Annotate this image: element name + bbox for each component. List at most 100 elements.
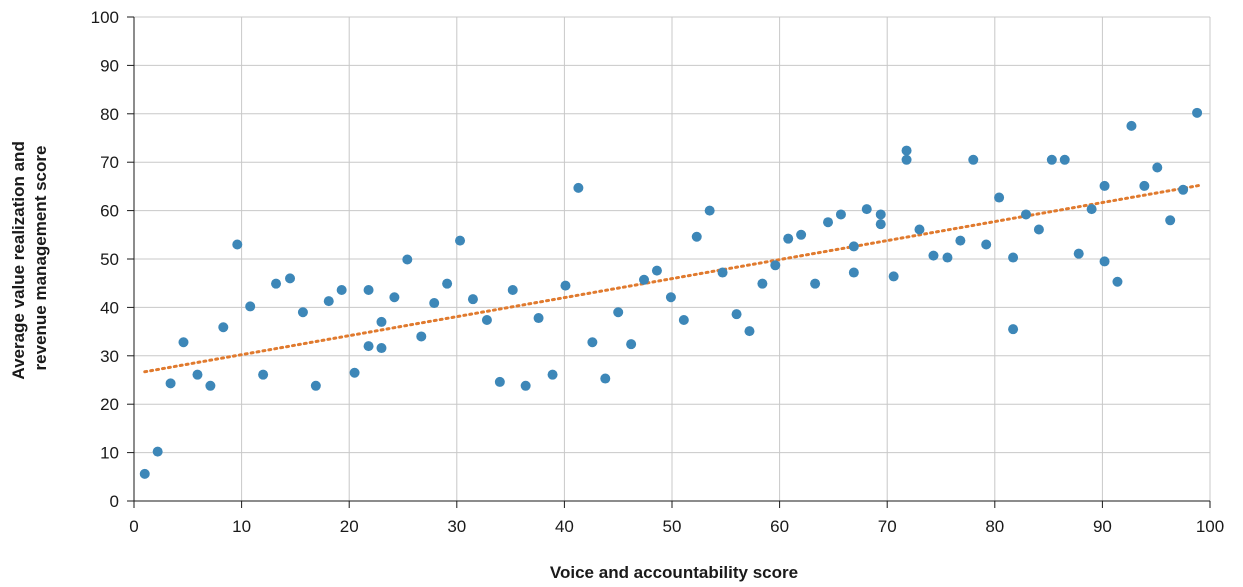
data-point — [678, 314, 689, 325]
data-point — [651, 265, 662, 276]
data-point — [178, 337, 189, 348]
data-point — [376, 343, 387, 354]
y-tick-label: 90 — [100, 56, 119, 75]
data-point — [928, 250, 939, 261]
y-tick-label: 100 — [91, 8, 119, 27]
data-point — [848, 267, 859, 278]
data-point — [744, 326, 755, 337]
data-point — [613, 307, 624, 318]
data-point — [416, 331, 427, 342]
y-tick-label: 40 — [100, 298, 119, 317]
data-point — [875, 209, 886, 220]
data-point — [533, 313, 544, 324]
data-point — [691, 231, 702, 242]
data-point — [218, 322, 229, 333]
y-tick-label: 10 — [100, 444, 119, 463]
y-tick-label: 80 — [100, 105, 119, 124]
x-tick-label: 80 — [985, 517, 1004, 536]
data-point — [494, 376, 505, 387]
data-point — [600, 373, 611, 384]
trendline-group — [143, 183, 1201, 374]
data-point — [731, 309, 742, 320]
data-point — [481, 314, 492, 325]
data-point — [835, 209, 846, 220]
data-point — [810, 278, 821, 289]
data-point — [297, 307, 308, 318]
data-point — [1086, 204, 1097, 215]
y-axis-title-line-1: Average value realization and — [9, 141, 28, 379]
data-point — [165, 378, 176, 389]
data-point — [285, 273, 296, 284]
data-point — [901, 145, 912, 156]
data-point — [520, 380, 531, 391]
x-tick-labels: 0 10 20 30 40 50 60 70 80 90 100 — [129, 517, 1224, 536]
data-point — [1112, 276, 1123, 287]
y-axis-title: Average value realization and revenue ma… — [9, 136, 50, 379]
data-point — [349, 367, 360, 378]
trendline — [143, 183, 1201, 374]
data-point — [455, 235, 466, 246]
x-tick-label: 20 — [340, 517, 359, 536]
data-point — [139, 468, 150, 479]
data-point — [258, 369, 269, 380]
data-point — [547, 369, 558, 380]
data-point — [271, 278, 282, 289]
data-point — [1099, 180, 1110, 191]
data-point — [560, 280, 571, 291]
x-tick-label: 90 — [1093, 517, 1112, 536]
x-tick-label: 0 — [129, 517, 138, 536]
data-point — [336, 284, 347, 295]
x-tick-label: 10 — [232, 517, 251, 536]
data-point — [783, 233, 794, 244]
data-point — [968, 154, 979, 165]
x-tick-label: 30 — [447, 517, 466, 536]
x-tick-label: 100 — [1196, 517, 1224, 536]
data-point — [1059, 154, 1070, 165]
data-point — [1021, 209, 1032, 220]
data-point — [1073, 248, 1084, 259]
data-point — [796, 229, 807, 240]
data-point — [955, 235, 966, 246]
y-tick-label: 50 — [100, 250, 119, 269]
data-point — [467, 294, 478, 305]
data-point — [665, 292, 676, 303]
data-point — [192, 369, 203, 380]
x-axis-title: Voice and accountability score — [550, 563, 798, 582]
data-point — [914, 224, 925, 235]
y-tick-labels: 0 10 20 30 40 50 60 70 80 90 100 — [91, 8, 119, 511]
data-point — [626, 339, 637, 350]
data-point — [1099, 256, 1110, 267]
data-point — [1033, 224, 1044, 235]
data-point — [639, 274, 650, 285]
data-point — [363, 341, 374, 352]
data-point — [1165, 215, 1176, 226]
data-point — [823, 217, 834, 228]
data-point — [1126, 120, 1137, 131]
y-tick-label: 70 — [100, 153, 119, 172]
data-point — [901, 154, 912, 165]
x-tick-label: 40 — [555, 517, 574, 536]
data-point — [994, 192, 1005, 203]
data-point — [507, 284, 518, 295]
axes — [127, 16, 1211, 508]
data-point — [587, 337, 598, 348]
y-tick-label: 20 — [100, 395, 119, 414]
data-point — [1046, 154, 1057, 165]
data-point — [942, 252, 953, 263]
data-point — [1008, 252, 1019, 263]
data-point — [717, 267, 728, 278]
data-point — [1192, 107, 1203, 118]
x-tick-label: 70 — [878, 517, 897, 536]
grid — [134, 16, 1211, 501]
data-point — [861, 204, 872, 215]
data-points — [139, 107, 1203, 479]
data-point — [1139, 180, 1150, 191]
data-point — [757, 278, 768, 289]
data-point — [402, 254, 413, 265]
data-point — [429, 298, 440, 309]
data-point — [389, 292, 400, 303]
data-point — [848, 241, 859, 252]
data-point — [232, 239, 243, 250]
data-point — [770, 260, 781, 271]
